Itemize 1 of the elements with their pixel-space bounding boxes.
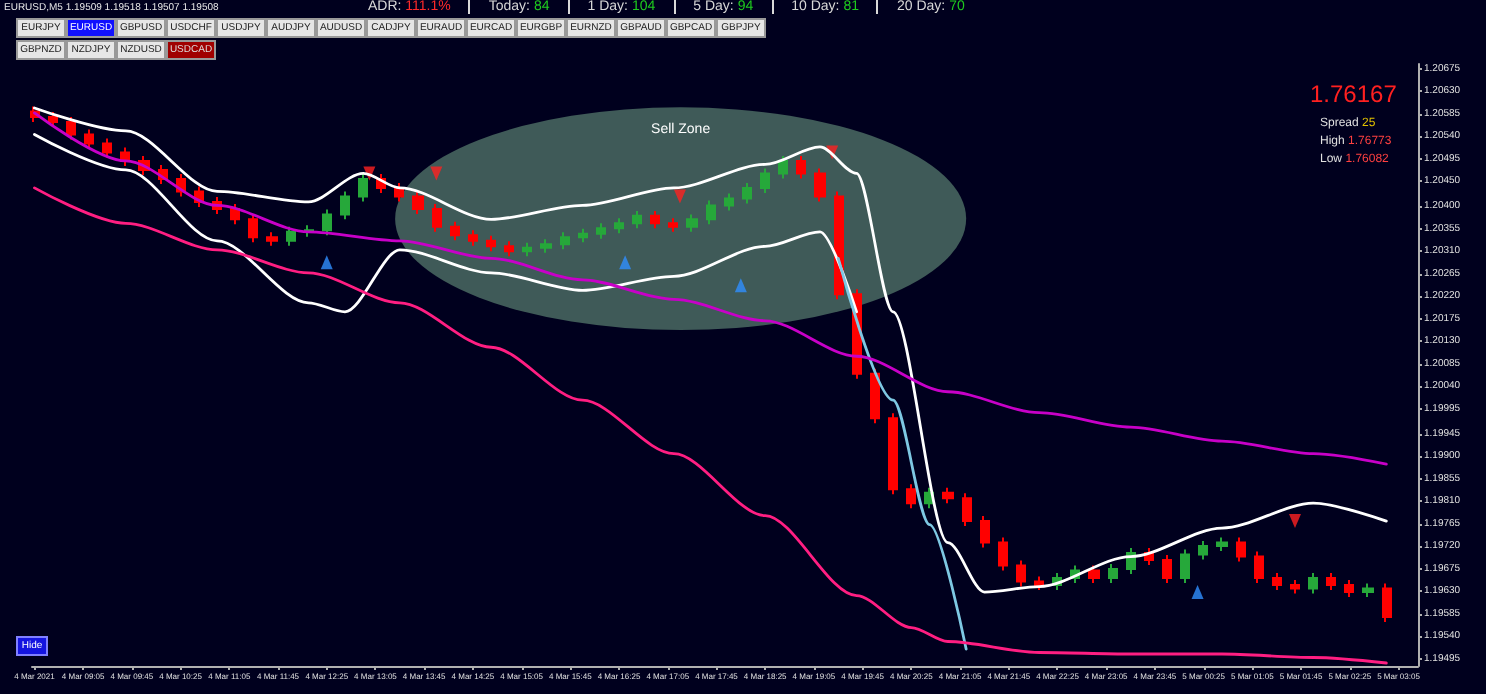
annotation: 1.76167: [1310, 80, 1397, 108]
